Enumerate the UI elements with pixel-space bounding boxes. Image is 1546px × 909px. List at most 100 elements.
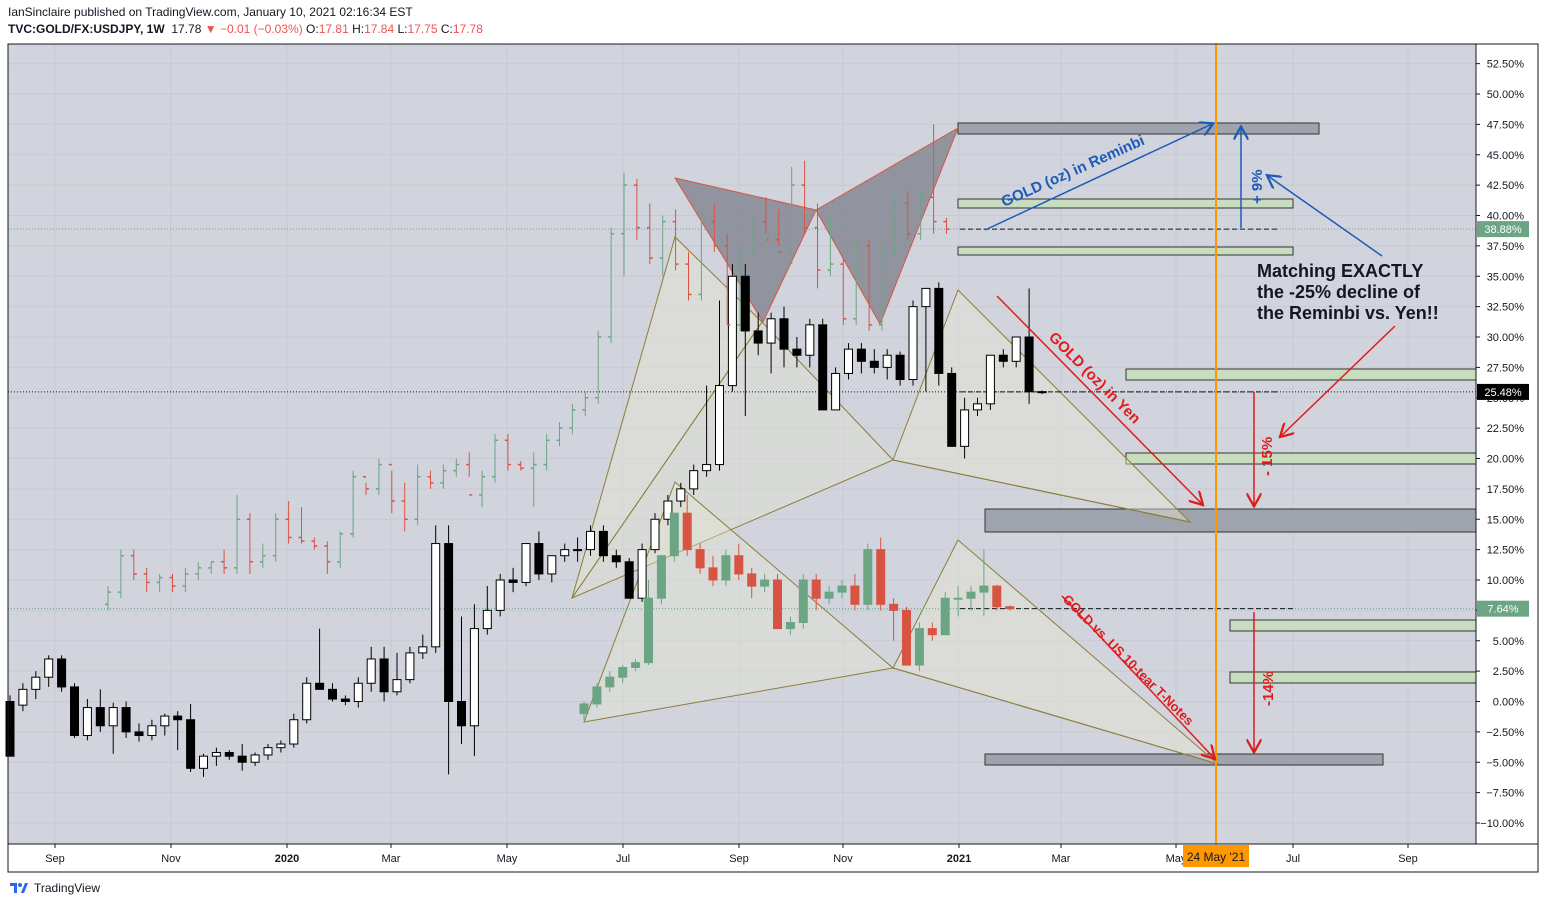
candle	[224, 750, 234, 760]
candle	[711, 203, 718, 252]
y-tick-label: 52.50%	[1487, 59, 1525, 71]
price-tag	[1477, 383, 1529, 400]
symbol-ohlc-line: TVC:GOLD/FX:USDJPY, 1W 17.78 ▼ −0.01 (−0…	[8, 22, 483, 36]
candle	[998, 349, 1008, 368]
y-tick-label: −5.00%	[1486, 757, 1524, 769]
candle	[879, 245, 885, 331]
candle	[895, 351, 905, 386]
tradingview-logo-icon	[10, 883, 28, 893]
candle	[508, 567, 518, 593]
candle	[324, 541, 331, 574]
candle	[353, 677, 363, 708]
candle	[698, 209, 705, 301]
candle	[117, 549, 124, 599]
candle	[869, 349, 879, 374]
annot-bond-14pct: -14%	[1260, 671, 1277, 706]
annot-note-3: the Reminbi vs. Yen!!	[1257, 303, 1439, 323]
plot-area[interactable]	[8, 44, 1476, 844]
y-tick-label: 0.00%	[1493, 697, 1524, 709]
candle	[70, 683, 79, 738]
y-tick-label: −10.00%	[1480, 818, 1524, 830]
open-label: O:	[306, 22, 319, 36]
zone-cny-mid	[957, 198, 1294, 209]
candle	[482, 586, 492, 635]
arrow-note-to-jpy	[1281, 325, 1396, 436]
candle	[902, 606, 911, 666]
annot-note-1: Matching EXACTLY	[1257, 261, 1423, 281]
candle	[904, 191, 911, 240]
candle	[824, 586, 834, 605]
candle	[633, 179, 640, 240]
candle	[801, 160, 808, 234]
candle	[31, 671, 41, 700]
arrow-cny-up	[984, 124, 1212, 231]
candle	[611, 549, 621, 568]
candle	[169, 573, 176, 593]
zone-bond-low	[984, 753, 1384, 766]
x-tick-label: Mar	[382, 853, 401, 865]
x-tick-label: Sep	[729, 853, 749, 865]
candle	[605, 671, 615, 692]
candle	[560, 543, 570, 562]
y-tick-label: 15.00%	[1487, 514, 1525, 526]
zone-bond-high	[1229, 619, 1477, 632]
y-tick-label: 27.50%	[1487, 362, 1525, 374]
candle	[624, 558, 634, 599]
candle	[798, 573, 808, 629]
candle	[659, 215, 666, 277]
open-value: 17.81	[318, 22, 349, 36]
y-axis[interactable]: 52.50% 50.00% 47.50% 45.00% 42.50% 40.00% 37.5…	[1475, 44, 1538, 844]
candle	[121, 701, 131, 738]
candle	[134, 723, 144, 742]
candle	[695, 543, 705, 574]
candle	[521, 543, 531, 587]
candle	[685, 251, 692, 301]
close-value: 17.78	[452, 22, 483, 36]
candle	[734, 543, 744, 580]
candle	[669, 512, 679, 562]
candle	[844, 343, 853, 380]
x-tick-label: Nov	[833, 853, 853, 865]
candle	[985, 354, 995, 410]
footer-brand-text: TradingView	[34, 881, 101, 895]
candle	[947, 367, 957, 447]
x-tick-label: Jul	[616, 853, 630, 865]
candle	[504, 434, 511, 471]
candle	[1024, 288, 1034, 404]
candle	[831, 367, 841, 411]
candle	[147, 719, 157, 741]
candle	[259, 543, 266, 568]
candle	[876, 537, 886, 611]
candle	[646, 203, 653, 265]
down-triangle-icon: ▼	[204, 22, 217, 36]
x-axis[interactable]: Sep Nov 2020 Mar May Jul Sep Nov 2021 Mar May Jul Se…	[8, 843, 1538, 872]
candle	[721, 549, 731, 587]
candle	[573, 537, 583, 562]
candle	[44, 655, 54, 687]
arrow-note-to-cny	[1268, 176, 1383, 257]
candle	[914, 622, 924, 672]
candle	[753, 312, 763, 356]
candle	[143, 567, 150, 593]
high-label: H:	[352, 22, 365, 36]
candle	[750, 215, 756, 259]
candle	[469, 604, 479, 757]
candle	[379, 646, 389, 702]
candle	[779, 306, 789, 368]
candle	[173, 711, 183, 751]
candle	[363, 475, 369, 495]
candle	[760, 573, 770, 593]
candle	[866, 239, 873, 331]
high-value: 17.84	[364, 22, 395, 36]
candle	[973, 397, 982, 416]
price-tag	[1477, 600, 1529, 617]
candle	[631, 658, 641, 672]
footer-brand[interactable]: TradingView	[8, 881, 100, 895]
zone-jpy-mid	[1125, 452, 1477, 465]
zone-cny-low	[957, 246, 1294, 256]
candle	[1005, 605, 1015, 611]
candle	[934, 282, 944, 386]
candle	[405, 646, 415, 684]
publisher-line: IanSinclaire published on TradingView.co…	[8, 5, 413, 19]
